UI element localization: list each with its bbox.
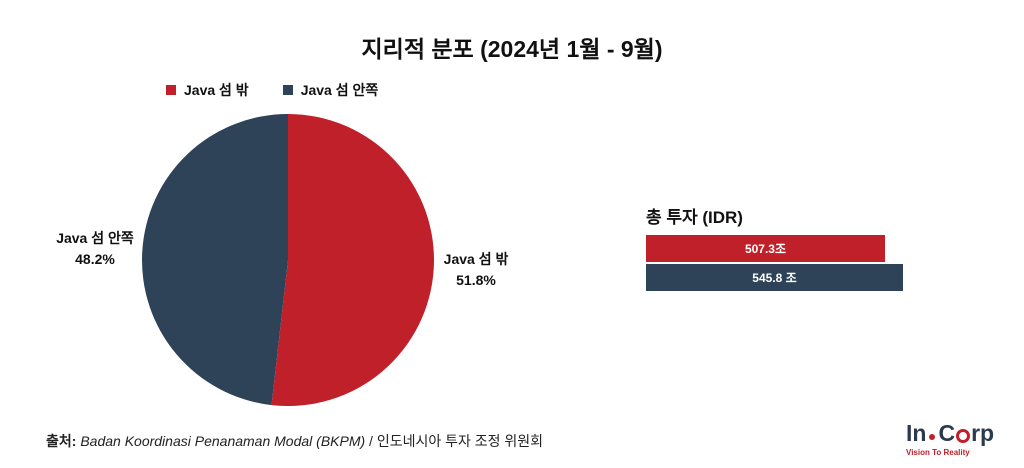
logo-dot-icon (929, 433, 936, 440)
source-text: Badan Koordinasi Penanaman Modal (BKPM) (80, 433, 366, 449)
source-text-korean: 인도네시아 투자 조정 위원회 (376, 433, 544, 449)
pie-label-inside-java: Java 섬 안쪽 48.2% (40, 228, 150, 270)
pie-label-inside-java-value: 48.2% (75, 251, 115, 267)
pie-slice-outside-java (271, 114, 434, 406)
pie-label-outside-java: Java 섬 밖 51.8% (426, 249, 526, 291)
chart-title: 지리적 분포 (2024년 1월 - 9월) (361, 36, 663, 62)
logo-part2: C (938, 420, 956, 446)
legend-label-inside-java: Java 섬 안쪽 (300, 82, 379, 98)
source-separator: / (365, 433, 377, 449)
legend-swatch-outside-java (166, 85, 176, 95)
logo-tagline: Vision To Reality (906, 448, 970, 457)
pie-slice-inside-java (141, 114, 288, 406)
source-label: 출처: (46, 433, 77, 449)
bar-chart-title: 총 투자 (IDR) (646, 208, 743, 227)
legend: Java 섬 밖 Java 섬 안쪽 (166, 80, 378, 100)
source-note: 출처: Badan Koordinasi Penanaman Modal (BK… (46, 431, 543, 451)
legend-swatch-inside-java (282, 85, 293, 95)
bar-outside-java: 507.3조 (646, 235, 885, 262)
bar-label-inside-java: 545.8 조 (752, 271, 797, 285)
logo-ring-icon (956, 428, 971, 443)
legend-item-inside-java: Java 섬 안쪽 (282, 80, 379, 100)
pie-label-inside-java-name: Java 섬 안쪽 (56, 230, 134, 246)
pie-label-outside-java-value: 51.8% (456, 272, 496, 288)
pie-label-outside-java-name: Java 섬 밖 (443, 251, 509, 267)
legend-item-outside-java: Java 섬 밖 (166, 80, 249, 100)
bar-inside-java: 545.8 조 (646, 264, 903, 291)
logo-part3: rp (971, 420, 995, 446)
legend-label-outside-java: Java 섬 밖 (184, 82, 249, 98)
bar-label-outside-java: 507.3조 (744, 242, 787, 256)
logo-part1: In (906, 420, 927, 446)
